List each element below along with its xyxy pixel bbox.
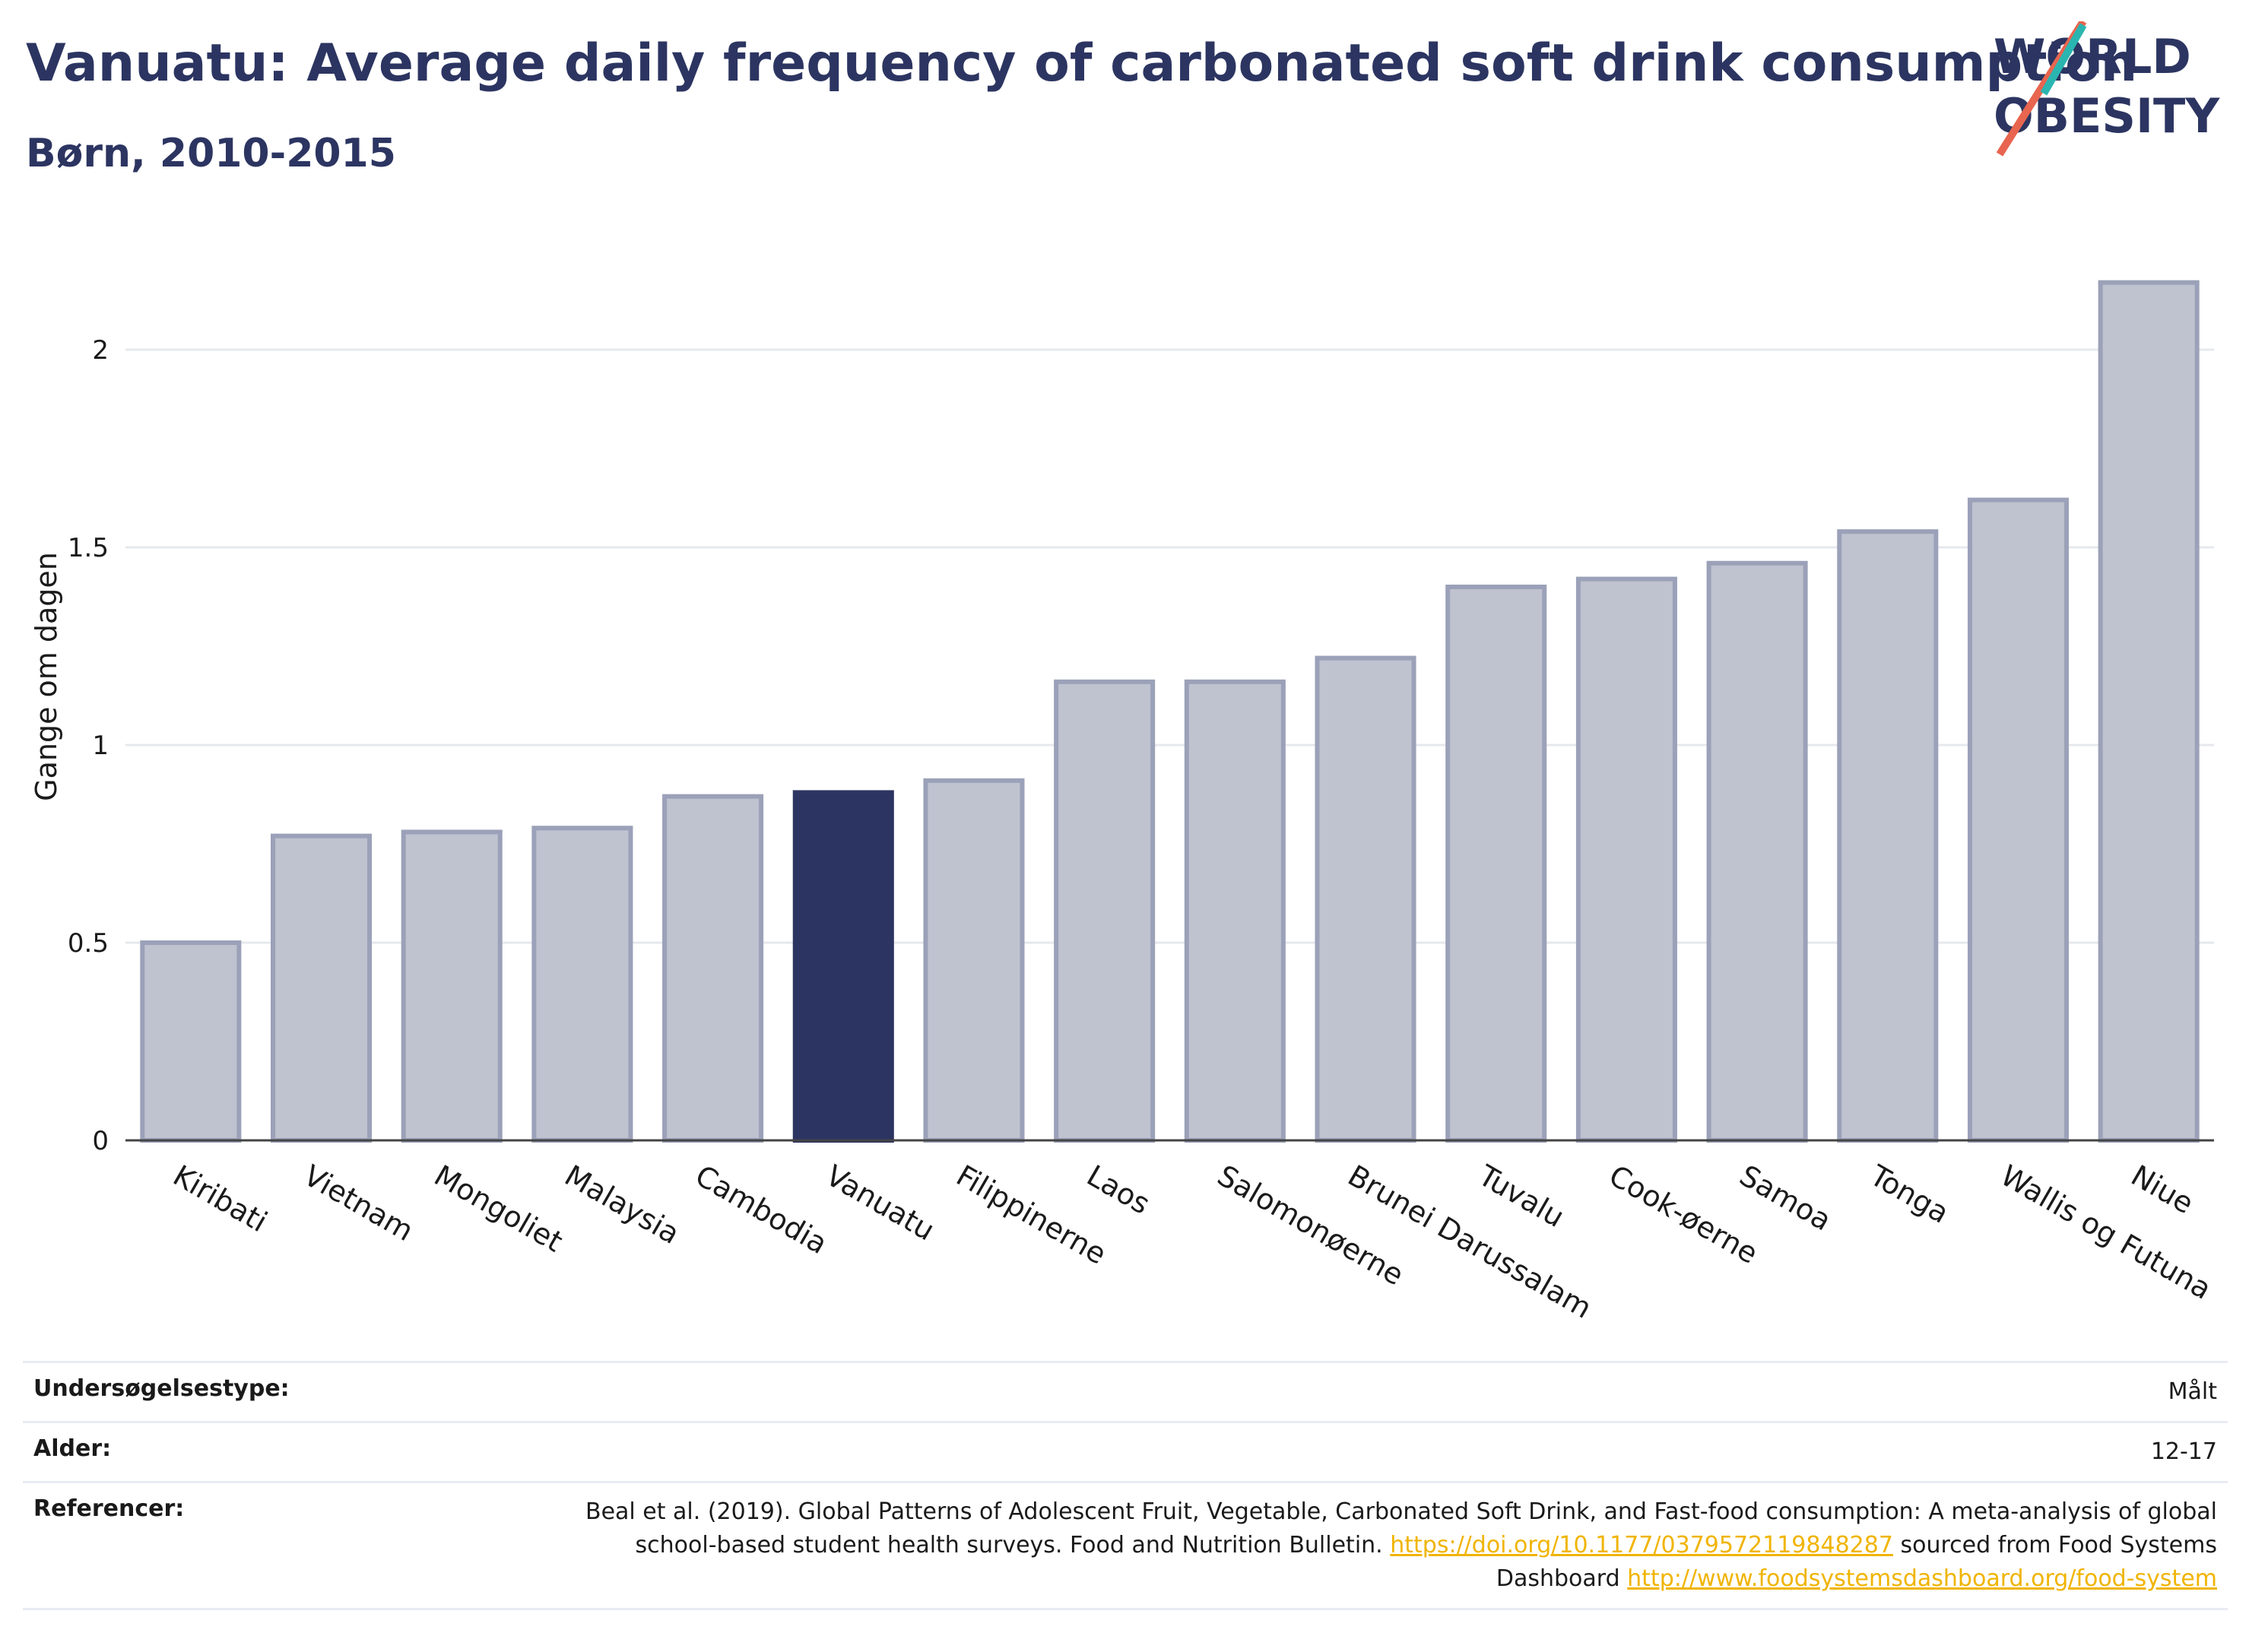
x-tick-label: Tuvalu [1472,1158,1569,1234]
x-tick-label: Niue [2126,1159,2200,1220]
x-tick-label: Cook-øerne [1603,1159,1764,1270]
bar-wallis-og-futuna[interactable] [1967,497,2069,1143]
world-obesity-logo: WORLD OBESITY [1994,21,2220,157]
bar-salomon-erne[interactable] [1184,679,1286,1143]
info-key: Referencer: [33,1495,185,1522]
bar-kiribati[interactable] [140,940,242,1143]
info-key: Undersøgelsestype: [33,1375,290,1402]
bar-niue[interactable] [2098,280,2200,1143]
info-key: Alder: [33,1435,112,1462]
x-tick-label: Malaysia [559,1159,685,1251]
x-tick-label: Samoa [1734,1159,1837,1238]
x-tick-label: Cambodia [690,1159,833,1260]
y-tick-label: 2 [92,335,109,366]
bar-vietnam[interactable] [271,833,373,1143]
bar-tonga[interactable] [1837,529,1939,1143]
x-tick-label: Laos [1081,1159,1156,1221]
bar-vanuatu[interactable] [792,790,894,1143]
bar-malaysia[interactable] [531,826,633,1143]
reference-source: sourced from Food Systems Dashboard [1496,1532,2217,1592]
bar-samoa[interactable] [1706,560,1808,1143]
references-text: Beal et al. (2019). Global Patterns of A… [560,1495,2217,1596]
chart-subtitle: Børn, 2010-2015 [26,131,396,176]
x-tick-label: Vietnam [298,1159,419,1248]
y-tick-label: 1.5 [68,533,109,563]
x-tick-label: Kiribati [167,1159,273,1238]
y-tick-label: 0 [92,1126,109,1156]
bar-mongoliet[interactable] [401,829,503,1143]
x-tick-label: Tonga [1864,1158,1954,1229]
bar-cambodia[interactable] [662,794,764,1143]
bar-chart: 0 0.5 1 1.5 2 Kiribati Vietnam MongolietMalaysi… [30,280,2217,1325]
x-tick-label: Brunei Darussalam [1343,1159,1597,1325]
y-tick-label: 1 [92,731,109,761]
info-value: Målt [2168,1378,2217,1405]
info-row-age: Alder: 12-17 [23,1421,2228,1481]
logo-slash-teal [2040,23,2087,96]
info-table: Undersøgelsestype: Målt Alder: 12-17 Ref… [23,1361,2228,1610]
bars [140,280,2200,1143]
y-axis-title: Gange om dagen [30,552,63,801]
reference-citation: Beal et al. (2019). Global Patterns of A… [585,1498,2217,1558]
x-tick-label: Wallis og Futuna [1995,1159,2217,1306]
info-row-survey-type: Undersøgelsestype: Målt [23,1361,2228,1421]
bar-cook-erne[interactable] [1575,576,1677,1143]
bar-laos[interactable] [1054,679,1156,1143]
info-row-references: Referencer: Beal et al. (2019). Global P… [23,1481,2228,1610]
doi-link[interactable]: https://doi.org/10.1177/0379572119848287 [1390,1532,1893,1558]
bar-filippinerne[interactable] [923,778,1025,1143]
logo-line1: WORLD [1994,29,2191,84]
bar-tuvalu[interactable] [1445,585,1547,1143]
x-tick-label: Vanuatu [820,1159,941,1247]
chart-title: Vanuatu: Average daily frequency of carb… [26,33,2138,94]
bar-brunei-darussalam[interactable] [1315,655,1416,1143]
info-value: 12-17 [2150,1438,2217,1465]
y-tick-label: 0.5 [68,928,109,959]
dashboard-link[interactable]: http://www.foodsystemsdashboard.org/food… [1627,1565,2217,1592]
x-tick-label: Mongoliet [429,1159,569,1259]
